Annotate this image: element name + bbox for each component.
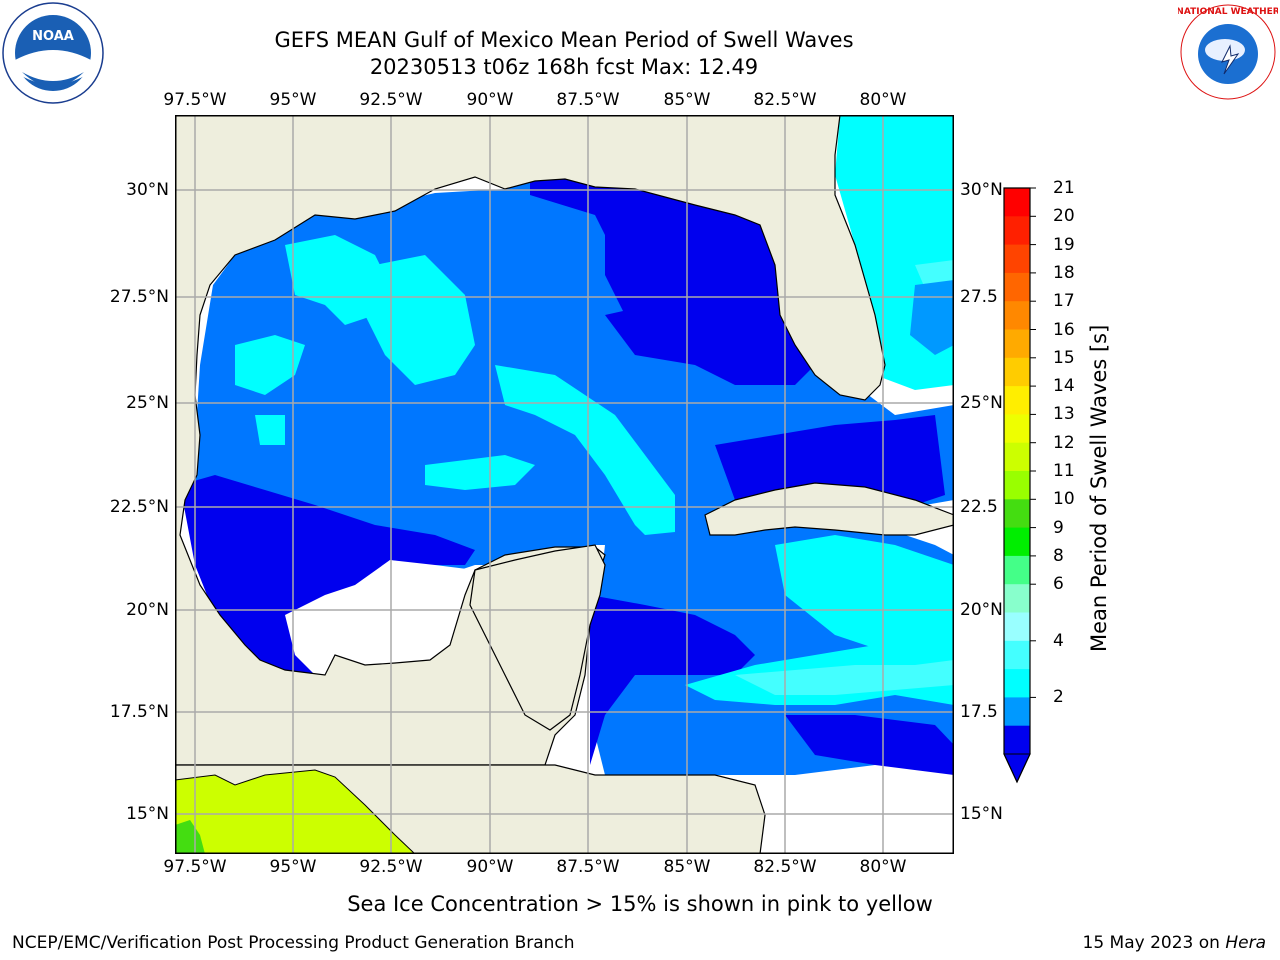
colorbar-svg bbox=[1003, 187, 1036, 784]
lon-tick-bottom: 90°W bbox=[466, 857, 514, 877]
map-svg bbox=[174, 114, 955, 855]
colorbar-segment bbox=[1004, 357, 1030, 387]
colorbar-tick-label: 10 bbox=[1053, 489, 1075, 510]
colorbar-tick-label: 6 bbox=[1053, 574, 1064, 595]
lon-tick-bottom: 97.5°W bbox=[163, 857, 227, 877]
colorbar-segment bbox=[1004, 499, 1030, 529]
colorbar-segment bbox=[1004, 697, 1030, 727]
colorbar-segment bbox=[1004, 216, 1030, 246]
map-panel bbox=[174, 114, 955, 855]
lon-tick-top: 85°W bbox=[663, 90, 711, 110]
colorbar-extension bbox=[1003, 753, 1031, 784]
svg-text:NATIONAL WEATHER: NATIONAL WEATHER bbox=[1178, 7, 1278, 17]
colorbar-segment bbox=[1004, 442, 1030, 472]
colorbar-tick-label: 4 bbox=[1053, 630, 1064, 651]
colorbar-tick-label: 11 bbox=[1053, 461, 1075, 481]
lat-tick-left: 17.5°N bbox=[109, 702, 169, 722]
noaa-wordmark: NOAA bbox=[32, 29, 74, 44]
lat-tick-right: 30°N bbox=[960, 180, 1003, 200]
colorbar-label: Mean Period of Swell Waves [s] bbox=[1087, 324, 1111, 652]
colorbar-segment bbox=[1004, 584, 1030, 613]
colorbar-segment bbox=[1004, 386, 1030, 415]
lon-tick-top: 97.5°W bbox=[163, 90, 227, 110]
colorbar-tick-label: 15 bbox=[1053, 347, 1075, 368]
map-subtitle: 20230513 t06z 168h fcst Max: 12.49 bbox=[369, 55, 759, 79]
colorbar-segment bbox=[1004, 471, 1030, 500]
lon-tick-bottom: 85°W bbox=[663, 857, 711, 877]
lon-tick-top: 82.5°W bbox=[753, 90, 817, 110]
lat-tick-left: 30°N bbox=[126, 180, 169, 200]
wave-period-field bbox=[180, 115, 954, 775]
colorbar-segment bbox=[1004, 301, 1030, 330]
lon-tick-top: 87.5°W bbox=[556, 90, 620, 110]
lon-tick-bottom: 80°W bbox=[859, 857, 907, 877]
nws-logo: NATIONAL WEATHER bbox=[1176, 2, 1280, 102]
colorbar-segment bbox=[1004, 188, 1030, 217]
lat-tick-right: 15°N bbox=[960, 804, 1003, 824]
colorbar-tick-label: 9 bbox=[1053, 517, 1064, 538]
map-title: GEFS MEAN Gulf of Mexico Mean Period of … bbox=[274, 28, 854, 52]
footer-right: 15 May 2023 on Hera bbox=[1083, 933, 1267, 953]
footer-left: NCEP/EMC/Verification Post Processing Pr… bbox=[12, 933, 575, 953]
lon-tick-top: 92.5°W bbox=[359, 90, 423, 110]
colorbar-tick-label: 12 bbox=[1053, 432, 1075, 453]
colorbar-tick-label: 20 bbox=[1053, 206, 1075, 227]
colorbar-segment bbox=[1004, 244, 1030, 274]
sea-ice-note: Sea Ice Concentration > 15% is shown in … bbox=[347, 892, 933, 916]
lon-tick-bottom: 95°W bbox=[269, 857, 317, 877]
lat-tick-left: 25°N bbox=[126, 393, 169, 413]
graticule bbox=[175, 115, 954, 854]
colorbar-segment bbox=[1004, 640, 1030, 670]
colorbar-tick-label: 8 bbox=[1053, 545, 1064, 566]
lat-tick-right: 27.5 bbox=[960, 287, 998, 307]
map-frame bbox=[175, 115, 954, 854]
colorbar-segment bbox=[1004, 527, 1030, 557]
colorbar-tick-label: 19 bbox=[1053, 234, 1075, 255]
lon-tick-top: 90°W bbox=[466, 90, 514, 110]
lon-tick-top: 80°W bbox=[859, 90, 907, 110]
lat-tick-left: 22.5°N bbox=[109, 497, 169, 517]
lon-tick-bottom: 82.5°W bbox=[753, 857, 817, 877]
colorbar-segment bbox=[1004, 725, 1030, 755]
footer-host: Hera bbox=[1225, 933, 1266, 953]
colorbar-tick-label: 2 bbox=[1053, 687, 1064, 708]
colorbar-segment bbox=[1004, 612, 1030, 642]
colorbar-tick-label: 21 bbox=[1053, 178, 1075, 198]
colorbar-segment bbox=[1004, 555, 1030, 585]
lat-tick-left: 20°N bbox=[126, 600, 169, 620]
colorbar-tick-label: 13 bbox=[1053, 404, 1075, 425]
lon-tick-bottom: 92.5°W bbox=[359, 857, 423, 877]
colorbar-tick-label: 14 bbox=[1053, 376, 1075, 397]
colorbar-segment bbox=[1004, 414, 1030, 444]
colorbar-tick-label: 16 bbox=[1053, 319, 1075, 340]
colorbar-tick-label: 17 bbox=[1053, 291, 1075, 312]
colorbar-tick-label: 18 bbox=[1053, 262, 1075, 283]
footer-date: 15 May 2023 on bbox=[1082, 933, 1226, 953]
lat-tick-left: 15°N bbox=[126, 804, 169, 824]
lat-tick-right: 25°N bbox=[960, 393, 1003, 413]
noaa-logo: NOAA bbox=[2, 2, 104, 104]
colorbar-segment bbox=[1004, 272, 1030, 302]
lat-tick-left: 27.5°N bbox=[109, 287, 169, 307]
lon-tick-top: 95°W bbox=[269, 90, 317, 110]
lon-tick-bottom: 87.5°W bbox=[556, 857, 620, 877]
colorbar-segment bbox=[1004, 669, 1030, 698]
lat-tick-right: 22.5 bbox=[960, 497, 998, 517]
colorbar-frame bbox=[1003, 187, 1031, 784]
colorbar-segment bbox=[1004, 329, 1030, 359]
lat-tick-right: 17.5 bbox=[960, 702, 998, 722]
lat-tick-right: 20°N bbox=[960, 600, 1003, 620]
colorbar bbox=[1000, 186, 1040, 786]
